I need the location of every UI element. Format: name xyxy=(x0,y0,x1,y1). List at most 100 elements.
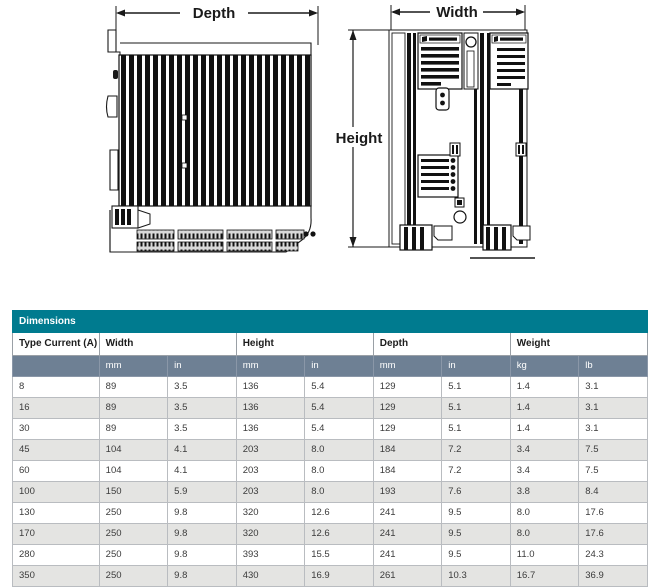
cell-width-mm: 250 xyxy=(98,544,169,566)
cell-weight-lb: 17.6 xyxy=(578,502,648,524)
cell-weight-lb: 3.1 xyxy=(578,376,648,398)
cell-width-mm: 104 xyxy=(98,460,169,482)
cell-depth-in: 9.5 xyxy=(441,544,511,566)
module-faceplate-left xyxy=(417,32,463,90)
unit-header-width-mm: mm xyxy=(98,355,169,377)
depth-dimension: Depth xyxy=(115,5,319,45)
cell-weight-kg: 3.4 xyxy=(509,439,580,461)
cell-depth-mm: 241 xyxy=(372,544,443,566)
cell-weight-lb: 3.1 xyxy=(578,397,648,419)
cell-weight-kg: 8.0 xyxy=(509,523,580,545)
cell-width-in: 4.1 xyxy=(167,439,237,461)
cell-height-in: 8.0 xyxy=(304,460,374,482)
width-label: Width xyxy=(436,4,478,21)
table-row: 45 104 4.1 203 8.0 184 7.2 3.4 7.5 xyxy=(12,439,648,461)
group-header-type-current: Type Current (A) xyxy=(12,332,100,356)
cell-type-current: 45 xyxy=(12,439,100,461)
cell-type-current: 350 xyxy=(12,565,100,587)
cell-type-current: 280 xyxy=(12,544,100,566)
cell-weight-lb: 17.6 xyxy=(578,523,648,545)
height-dimension: Height xyxy=(334,29,400,248)
group-header-depth: Depth xyxy=(372,332,511,356)
brand-label-left xyxy=(429,37,457,41)
cell-weight-kg: 3.8 xyxy=(509,481,580,503)
table-row: 60 104 4.1 203 8.0 184 7.2 3.4 7.5 xyxy=(12,460,648,482)
dimensions-table: Dimensions Type Current (A) Width Height… xyxy=(12,310,649,587)
cell-height-in: 8.0 xyxy=(304,481,374,503)
table-row: 170 250 9.8 320 12.6 241 9.5 8.0 17.6 xyxy=(12,523,648,545)
table-title: Dimensions xyxy=(12,310,648,333)
cell-depth-mm: 184 xyxy=(372,439,443,461)
cell-width-mm: 89 xyxy=(98,418,169,440)
mid-connector xyxy=(435,87,450,111)
cell-type-current: 60 xyxy=(12,460,100,482)
cell-height-mm: 430 xyxy=(235,565,306,587)
cell-depth-mm: 193 xyxy=(372,481,443,503)
unit-header-depth-mm: mm xyxy=(372,355,443,377)
front-view-group: Width Height xyxy=(334,4,535,259)
cell-weight-lb: 8.4 xyxy=(578,481,648,503)
cell-width-in: 3.5 xyxy=(167,376,237,398)
table-row: 30 89 3.5 136 5.4 129 5.1 1.4 3.1 xyxy=(12,418,648,440)
cell-weight-kg: 1.4 xyxy=(509,376,580,398)
cell-type-current: 170 xyxy=(12,523,100,545)
cell-width-mm: 89 xyxy=(98,376,169,398)
cell-width-in: 9.8 xyxy=(167,565,237,587)
table-row: 16 89 3.5 136 5.4 129 5.1 1.4 3.1 xyxy=(12,397,648,419)
cell-type-current: 100 xyxy=(12,481,100,503)
cell-height-in: 12.6 xyxy=(304,523,374,545)
brand-label-right xyxy=(500,37,523,41)
group-header-weight: Weight xyxy=(509,332,649,356)
cell-depth-mm: 261 xyxy=(372,565,443,587)
group-header-width: Width xyxy=(98,332,237,356)
cell-width-in: 9.8 xyxy=(167,523,237,545)
cell-height-mm: 203 xyxy=(235,481,306,503)
unit-header-width-in: in xyxy=(167,355,237,377)
cell-width-mm: 250 xyxy=(98,502,169,524)
cell-width-mm: 250 xyxy=(98,565,169,587)
unit-header-weight-lb: lb xyxy=(578,355,648,377)
cell-weight-lb: 3.1 xyxy=(578,418,648,440)
cell-height-mm: 320 xyxy=(235,523,306,545)
table-row: 350 250 9.8 430 16.9 261 10.3 16.7 36.9 xyxy=(12,565,648,587)
cell-depth-mm: 129 xyxy=(372,397,443,419)
side-connector-cluster xyxy=(111,205,151,229)
terminal-screw-block xyxy=(417,154,459,198)
cell-depth-in: 5.1 xyxy=(441,397,511,419)
group-header-height: Height xyxy=(235,332,374,356)
mounting-feet xyxy=(399,224,531,251)
cell-weight-lb: 36.9 xyxy=(578,565,648,587)
unit-header-height-in: in xyxy=(304,355,374,377)
cell-height-mm: 203 xyxy=(235,460,306,482)
cell-depth-in: 10.3 xyxy=(441,565,511,587)
cell-width-in: 4.1 xyxy=(167,460,237,482)
table-unit-header-row: mm in mm in mm in kg lb xyxy=(12,355,648,377)
unit-header-depth-in: in xyxy=(441,355,511,377)
height-label: Height xyxy=(336,130,383,147)
cell-weight-kg: 11.0 xyxy=(509,544,580,566)
cell-depth-in: 7.2 xyxy=(441,460,511,482)
cell-type-current: 30 xyxy=(12,418,100,440)
cell-weight-lb: 24.3 xyxy=(578,544,648,566)
cell-weight-lb: 7.5 xyxy=(578,439,648,461)
table-group-header-row: Type Current (A) Width Height Depth Weig… xyxy=(12,332,649,356)
cell-width-mm: 89 xyxy=(98,397,169,419)
cell-width-in: 3.5 xyxy=(167,418,237,440)
cell-depth-in: 9.5 xyxy=(441,523,511,545)
cell-depth-mm: 129 xyxy=(372,376,443,398)
cell-depth-mm: 129 xyxy=(372,418,443,440)
cell-height-in: 15.5 xyxy=(304,544,374,566)
cell-height-mm: 320 xyxy=(235,502,306,524)
cell-weight-kg: 1.4 xyxy=(509,418,580,440)
unit-header-weight-kg: kg xyxy=(509,355,580,377)
cell-weight-kg: 8.0 xyxy=(509,502,580,524)
cell-width-mm: 104 xyxy=(98,439,169,461)
cell-weight-lb: 7.5 xyxy=(578,460,648,482)
cell-height-in: 16.9 xyxy=(304,565,374,587)
cell-weight-kg: 1.4 xyxy=(509,397,580,419)
heatsink-fins xyxy=(119,55,311,206)
cell-depth-in: 9.5 xyxy=(441,502,511,524)
front-ribs xyxy=(391,32,523,245)
cell-height-mm: 136 xyxy=(235,376,306,398)
terminal-blocks xyxy=(136,229,316,252)
